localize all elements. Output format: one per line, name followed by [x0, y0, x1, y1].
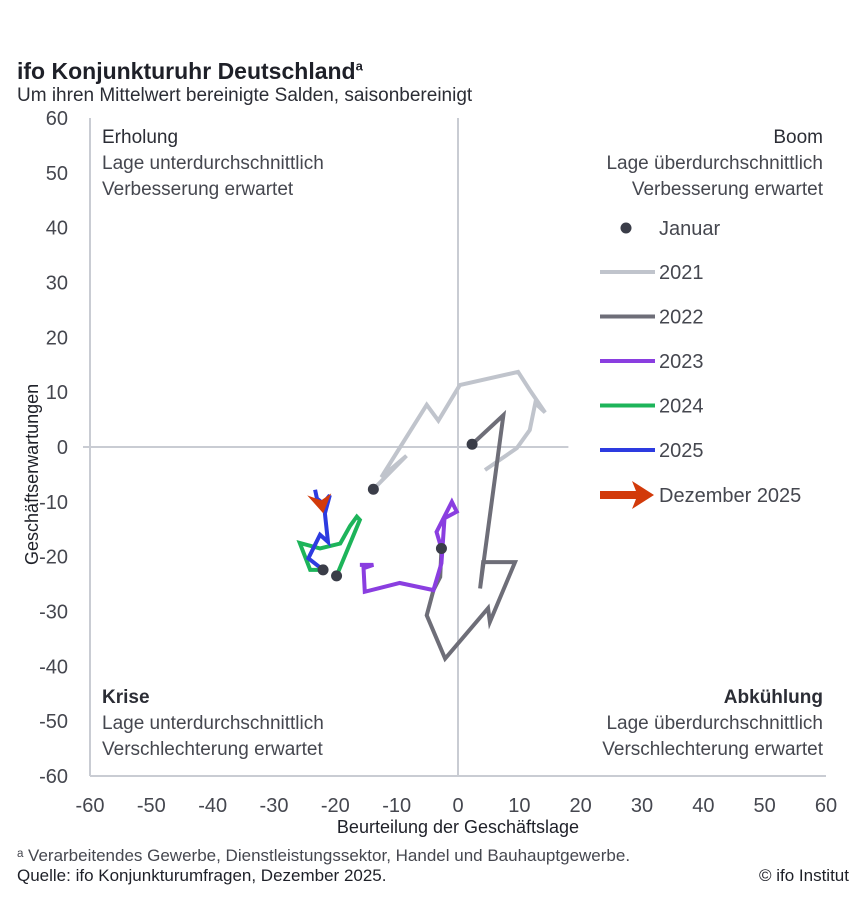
quadrant-line: Verschlechterung erwartet: [602, 739, 823, 760]
title-text: ifo Konjunkturuhr Deutschland: [17, 58, 356, 84]
y-tick-label: 60: [46, 108, 68, 130]
quadrant-title: Krise: [102, 687, 150, 708]
y-tick-label: -20: [39, 547, 68, 569]
y-tick-label: -50: [39, 711, 68, 733]
x-tick-label: 60: [815, 795, 837, 817]
x-tick-label: -60: [76, 795, 105, 817]
series-line-2023: [359, 497, 460, 595]
y-tick-label: -30: [39, 602, 68, 624]
quadrant-line: Verschlechterung erwartet: [102, 739, 323, 760]
source-note: Quelle: ifo Konjunkturumfragen, Dezember…: [17, 866, 387, 885]
y-tick-label: 0: [57, 437, 68, 459]
x-tick-label: -50: [137, 795, 166, 817]
legend-january-marker: [620, 222, 632, 234]
legend-january-label: Januar: [659, 218, 720, 240]
x-axis-title: Beurteilung der Geschäftslage: [337, 817, 579, 837]
quadrant-top-left: Erholung Lage unterdurchschnittlich Verb…: [102, 125, 324, 203]
january-marker: [435, 542, 447, 554]
quadrant-bottom-right: Abkühlung Lage überdurchschnittlich Vers…: [602, 685, 823, 763]
x-tick-label: -20: [321, 795, 350, 817]
y-tick-label: -60: [39, 766, 68, 788]
chart-title: ifo Konjunkturuhr Deutschlanda: [17, 58, 363, 85]
y-axis-title: Geschäftserwartungen: [22, 384, 42, 565]
legend-label-2024: 2024: [659, 396, 704, 418]
legend-label-2025: 2025: [659, 440, 704, 462]
y-tick-label: 10: [46, 382, 68, 404]
january-marker: [466, 438, 478, 450]
x-tick-label: -40: [198, 795, 227, 817]
copyright: © ifo Institut: [758, 866, 849, 885]
legend-latest-arrow: [600, 481, 654, 509]
y-tick-label: 30: [46, 273, 68, 295]
chart-subtitle: Um ihren Mittelwert bereinigte Salden, s…: [17, 85, 473, 106]
quadrant-line: Lage überdurchschnittlich: [606, 713, 823, 734]
y-tick-label: -40: [39, 656, 68, 678]
series-line-2024: [296, 513, 363, 577]
x-tick-label: -10: [382, 795, 411, 817]
january-marker: [317, 564, 329, 576]
quadrant-line: Verbesserung erwartet: [631, 179, 823, 200]
x-tick-label: 0: [452, 795, 463, 817]
quadrant-line: Lage unterdurchschnittlich: [102, 153, 324, 174]
legend-label-2023: 2023: [659, 351, 704, 373]
legend-label-2022: 2022: [659, 307, 704, 329]
x-tick-label: 20: [570, 795, 592, 817]
quadrant-title: Abkühlung: [723, 687, 823, 708]
quadrant-title: Erholung: [102, 127, 179, 148]
series-line-2021: [371, 369, 547, 491]
y-tick-label: 40: [46, 218, 68, 240]
quadrant-bottom-left: Krise Lage unterdurchschnittlich Verschl…: [102, 685, 324, 763]
y-tick-label: -10: [39, 492, 68, 514]
quadrant-line: Lage überdurchschnittlich: [606, 153, 823, 174]
january-marker: [367, 483, 379, 495]
title-footnote-mark: a: [355, 58, 363, 74]
y-tick-label: 20: [46, 327, 68, 349]
legend-label-2021: 2021: [659, 262, 704, 284]
x-tick-label: 30: [631, 795, 653, 817]
quadrant-line: Lage unterdurchschnittlich: [102, 713, 324, 734]
x-tick-label: 10: [508, 795, 530, 817]
legend-latest-label: Dezember 2025: [659, 485, 801, 507]
footnote: ᵃ Verarbeitendes Gewerbe, Dienstleistung…: [17, 846, 631, 865]
january-marker: [331, 570, 343, 582]
x-tick-label: -30: [260, 795, 289, 817]
latest-arrow: [307, 493, 332, 514]
x-tick-label: 50: [754, 795, 776, 817]
quadrant-line: Verbesserung erwartet: [102, 179, 294, 200]
quadrant-top-right: Boom Lage überdurchschnittlich Verbesser…: [606, 125, 823, 203]
y-tick-label: 50: [46, 163, 68, 185]
quadrant-title: Boom: [773, 127, 823, 148]
x-tick-label: 40: [692, 795, 714, 817]
